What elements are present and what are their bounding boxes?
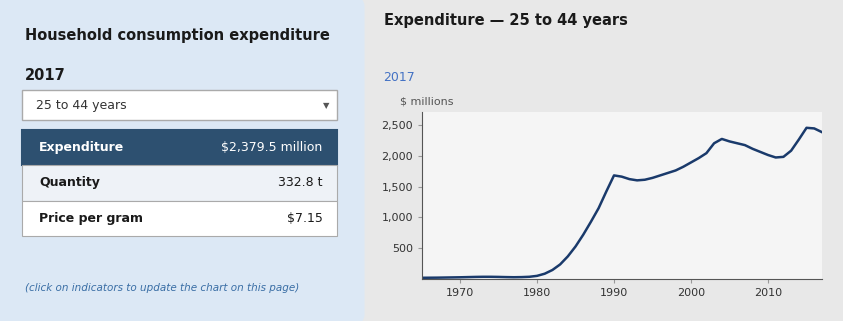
Text: Quantity: Quantity <box>40 176 100 189</box>
Text: Household consumption expenditure: Household consumption expenditure <box>25 28 330 43</box>
Bar <box>22 90 336 120</box>
Text: $ millions: $ millions <box>400 96 454 106</box>
Bar <box>22 165 336 201</box>
Text: (click on indicators to update the chart on this page): (click on indicators to update the chart… <box>25 283 299 293</box>
Text: Expenditure: Expenditure <box>40 141 125 154</box>
Text: 332.8 t: 332.8 t <box>278 176 323 189</box>
Text: 2017: 2017 <box>25 68 66 83</box>
Text: Price per gram: Price per gram <box>40 212 143 225</box>
Bar <box>22 130 336 165</box>
Text: 25 to 44 years: 25 to 44 years <box>35 99 126 111</box>
Bar <box>22 201 336 236</box>
Text: 2017: 2017 <box>384 71 416 83</box>
Text: $7.15: $7.15 <box>287 212 323 225</box>
Text: ▼: ▼ <box>323 100 330 109</box>
Text: Expenditure — 25 to 44 years: Expenditure — 25 to 44 years <box>384 13 627 28</box>
FancyBboxPatch shape <box>0 0 364 321</box>
Text: $2,379.5 million: $2,379.5 million <box>222 141 323 154</box>
